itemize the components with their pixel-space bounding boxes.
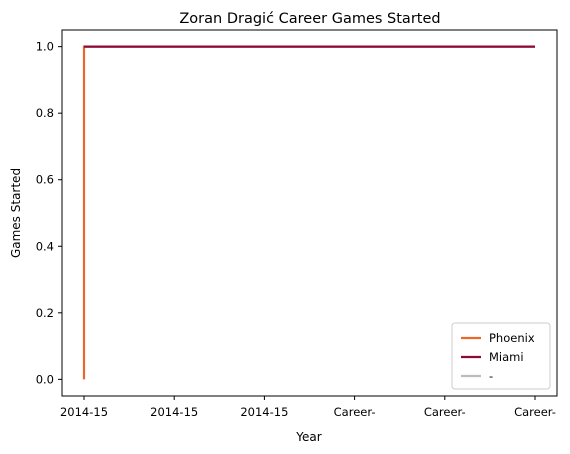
x-tick-label: 2014-15 bbox=[240, 405, 288, 419]
y-tick-label: 0.4 bbox=[36, 239, 54, 253]
legend-label-3: - bbox=[489, 369, 493, 383]
x-tick-label: 2014-15 bbox=[150, 405, 198, 419]
y-tick-label: 0.2 bbox=[36, 306, 54, 320]
x-tick-label: Career- bbox=[334, 405, 376, 419]
plot-area-frame bbox=[61, 29, 558, 397]
x-tick-label: Career- bbox=[514, 405, 556, 419]
y-tick-label: 0.6 bbox=[36, 173, 54, 187]
series-layer bbox=[82, 45, 535, 380]
x-axis-label: Year bbox=[295, 430, 321, 444]
x-tick-label: Career- bbox=[424, 405, 466, 419]
chart-title: Zoran Dragić Career Games Started bbox=[179, 11, 440, 27]
y-tick-label: 0.8 bbox=[36, 106, 54, 120]
legend-label-1: Phoenix bbox=[489, 331, 535, 345]
y-axis-ticks: 0.0 0.2 0.4 0.6 0.8 1.0 bbox=[36, 40, 62, 386]
y-axis-label: Games Started bbox=[9, 168, 23, 258]
legend-label-2: Miami bbox=[489, 350, 524, 364]
legend: Phoenix Miami - bbox=[451, 322, 551, 390]
legend-box bbox=[451, 322, 551, 390]
y-tick-label: 1.0 bbox=[36, 40, 54, 54]
x-axis-ticks: 2014-15 2014-15 2014-15 Career- Career- Caree… bbox=[60, 396, 556, 419]
x-tick-label: 2014-15 bbox=[60, 405, 108, 419]
y-tick-label: 0.0 bbox=[36, 372, 54, 386]
